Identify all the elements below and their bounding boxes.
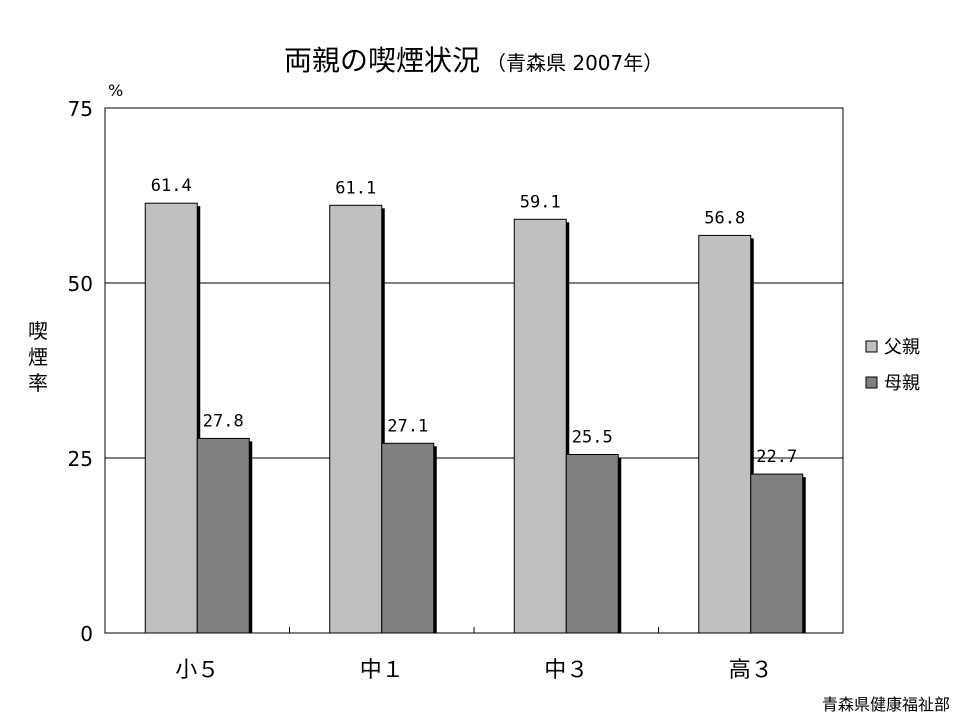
bars: 61.4 27.8 61.1 27.1 59.1 25.5 56.8 22.7 (144, 176, 806, 634)
x-tick-label: 中１ (360, 658, 404, 683)
chart-subtitle: （青森県 2007年） (486, 51, 663, 75)
bar (329, 204, 383, 634)
data-label: 25.5 (572, 428, 613, 448)
x-tick-label: 中３ (544, 658, 588, 683)
legend-swatch (865, 340, 878, 353)
axes: 0 25 50 75 小５ 中１ 中３ 高３ (68, 97, 844, 683)
y-tick-label: 0 (80, 622, 93, 646)
data-label: 27.1 (387, 416, 428, 436)
bar (565, 454, 619, 634)
y-tick-label: 75 (68, 97, 93, 121)
bar (196, 437, 250, 634)
legend-swatch (865, 376, 878, 389)
bar (144, 202, 198, 634)
bar (513, 218, 567, 634)
x-tick-label: 小５ (175, 658, 219, 683)
data-label: 61.1 (335, 178, 376, 198)
data-label: 22.7 (756, 447, 797, 467)
legend-label: 母親 (884, 373, 920, 394)
data-label: 27.8 (203, 411, 244, 431)
title-group: 両親の喫煙状況 （青森県 2007年） (284, 44, 663, 77)
source-note: 青森県健康福祉部 (822, 695, 950, 714)
data-label: 59.1 (520, 192, 561, 212)
y-tick-label: 25 (68, 447, 93, 471)
chart-title: 両親の喫煙状況 (284, 44, 480, 77)
bar (698, 234, 752, 634)
legend-label: 父親 (884, 337, 920, 358)
bar (381, 442, 435, 634)
y-unit-label: % (108, 81, 123, 100)
bar (750, 473, 804, 634)
data-label: 61.4 (151, 176, 192, 196)
x-tick-label: 高３ (729, 658, 773, 683)
data-label: 56.8 (704, 208, 745, 228)
y-tick-label: 50 (68, 272, 93, 296)
y-axis-label: 喫煙率 (28, 319, 48, 395)
